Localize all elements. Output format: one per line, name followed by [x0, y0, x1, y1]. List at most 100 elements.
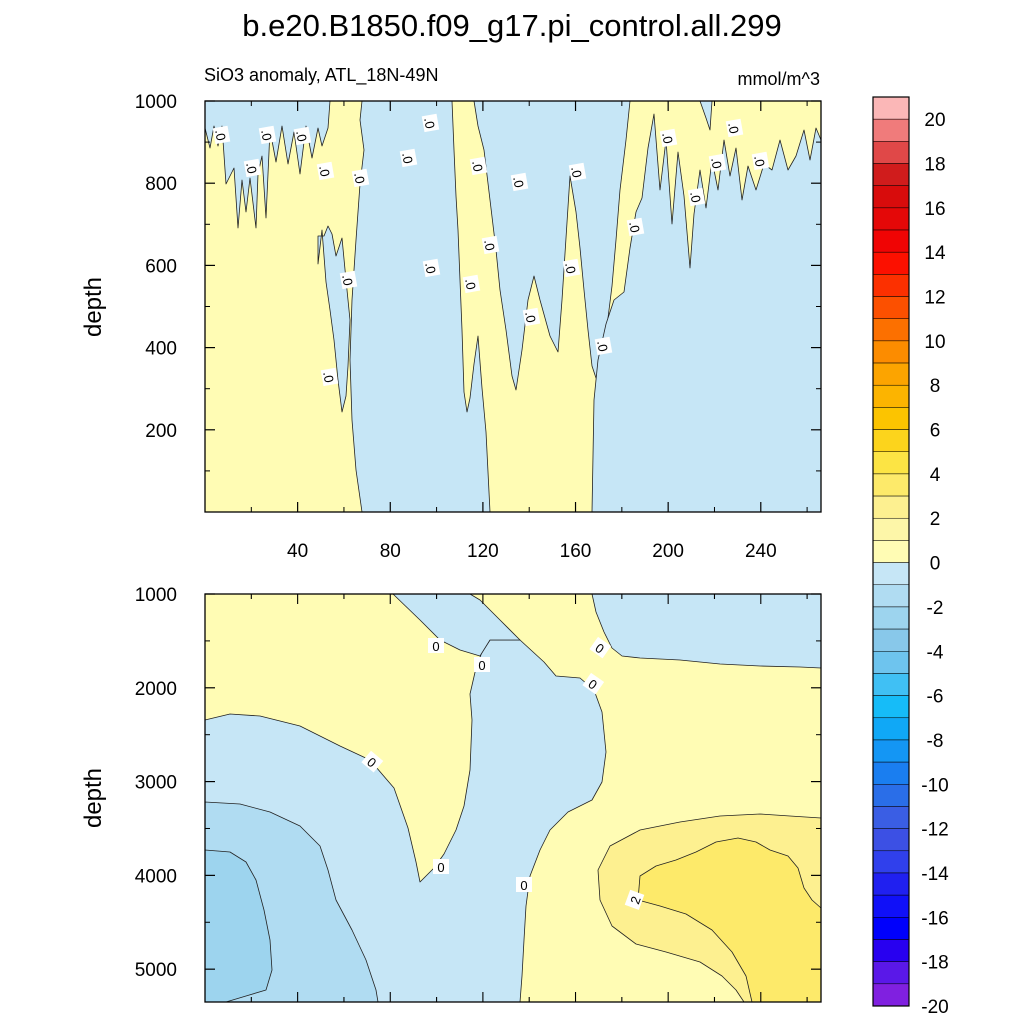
lower-contour-label-text: 2 [627, 894, 644, 906]
colorbar-box [872, 495, 910, 519]
colorbar-label: 4 [930, 465, 941, 486]
upper-contour-label-bg [320, 367, 339, 387]
upper-contour-label-text: .0 [243, 161, 260, 174]
upper-contour-label-bg [339, 270, 358, 290]
upper-xtick-label: 120 [467, 541, 499, 562]
lower-contour-label-bg [589, 636, 612, 659]
upper-contour-label-bg [399, 148, 418, 168]
lower-contour-label-bg [582, 672, 605, 695]
upper-x-ticks: 40 80 120 160 200 240 [250, 101, 808, 562]
upper-contour-label-bg [421, 113, 440, 133]
colorbar [872, 96, 910, 1007]
colorbar-box [872, 606, 910, 630]
upper-region-center-right [473, 100, 631, 391]
colorbar-box [872, 296, 910, 319]
upper-contour-label-bg [481, 235, 500, 255]
upper-contour-label-text: .0 [422, 261, 439, 274]
colorbar-box [872, 274, 910, 297]
lower-contour-label-bg [516, 877, 532, 892]
upper-contour-label-bg [462, 274, 481, 294]
upper-contour-label-text: .0 [687, 190, 704, 203]
colorbar-box [872, 628, 910, 652]
colorbar-box [872, 429, 910, 452]
upper-contour-label-bg [562, 258, 581, 278]
colorbar-box [872, 784, 910, 807]
upper-contour-label: .0 [725, 118, 744, 138]
colorbar-box [872, 917, 910, 940]
upper-contour-label-bg [293, 126, 312, 146]
colorbar-box [872, 407, 910, 430]
colorbar-box [872, 118, 910, 142]
upper-contour-label: .0 [568, 162, 587, 182]
lower-contour-label: 0 [589, 636, 612, 659]
colorbar-box [872, 806, 910, 829]
lower-contour-label-bg [433, 859, 449, 874]
upper-contour-label: .0 [562, 258, 581, 278]
upper-contour-label: .0 [462, 274, 481, 294]
upper-contour-label-text: .0 [510, 175, 527, 188]
upper-region-right [591, 113, 822, 513]
upper-xtick-label: 240 [745, 541, 777, 562]
colorbar-box [872, 894, 910, 918]
upper-contour-label-bg [243, 158, 262, 178]
colorbar-box [872, 517, 910, 541]
colorbar-box [872, 229, 910, 253]
upper-contour-label-text: .0 [522, 310, 539, 323]
upper-contour-label-bg [212, 125, 231, 145]
upper-contour-label-text: .0 [258, 128, 275, 141]
upper-contour-label-text: .0 [320, 370, 337, 383]
upper-contour-label: .0 [510, 172, 529, 192]
colorbar-box [872, 651, 910, 674]
colorbar-label: -8 [927, 731, 944, 752]
lower-contour-label: 0 [582, 672, 605, 695]
upper-contour-label-bg [708, 153, 727, 173]
units-label: mmol/m^3 [738, 69, 820, 89]
colorbar-label: -20 [921, 997, 948, 1018]
colorbar-label: -4 [927, 642, 944, 663]
upper-ytick-label: 1000 [135, 92, 177, 113]
colorbar-box [872, 761, 910, 785]
colorbar-box [872, 96, 910, 120]
colorbar-label: 14 [924, 243, 946, 264]
lower-contour-label: 0 [428, 638, 444, 654]
colorbar-box [872, 850, 910, 874]
colorbar-box [872, 872, 910, 896]
upper-contour-label-text: .0 [399, 151, 416, 164]
upper-y-ticks: 200 400 600 800 1000 [135, 92, 821, 472]
upper-contour-label-text: .0 [469, 159, 486, 172]
upper-negative-regions [204, 100, 822, 513]
colorbar-box [872, 384, 910, 408]
colorbar-box [872, 141, 910, 164]
upper-contour-label: .0 [258, 125, 277, 145]
upper-contour-label: .0 [293, 126, 312, 146]
upper-contour-label-text: .0 [293, 129, 310, 142]
colorbar-labels: 20181614121086420-2-4-6-8-10-12-14-16-18… [921, 110, 949, 1018]
upper-ylabel: depth [80, 277, 107, 337]
upper-contour-label-text: .0 [659, 131, 676, 144]
upper-contour-label: .0 [708, 153, 727, 173]
upper-ytick-label: 600 [145, 256, 177, 277]
colorbar-box [872, 473, 910, 497]
upper-contour-label-text: .0 [568, 165, 585, 178]
colorbar-box [872, 318, 910, 342]
upper-contour-label-bg [522, 307, 541, 327]
upper-contour-label: .0 [469, 156, 488, 176]
colorbar-frame [872, 96, 910, 1007]
colorbar-label: 12 [924, 288, 945, 309]
upper-contour-label-text: .0 [351, 171, 368, 184]
upper-contour-label-text: .0 [708, 156, 725, 169]
upper-xtick-label: 80 [380, 541, 401, 562]
colorbar-box [872, 163, 910, 186]
upper-contour-label-text: .0 [626, 220, 643, 233]
lower-ytick-label: 2000 [135, 679, 177, 700]
chart-title: b.e20.B1850.f09_g17.pi_control.all.299 [242, 8, 782, 43]
upper-xtick-label: 40 [287, 541, 308, 562]
colorbar-box [872, 562, 910, 586]
lower-contour-label: 0 [474, 657, 490, 673]
upper-contour-label-bg [659, 128, 678, 148]
upper-contour-label: .0 [351, 168, 370, 188]
upper-contour-label-bg [351, 168, 370, 188]
upper-contour-label-text: .0 [421, 116, 438, 129]
colorbar-box [872, 207, 910, 231]
